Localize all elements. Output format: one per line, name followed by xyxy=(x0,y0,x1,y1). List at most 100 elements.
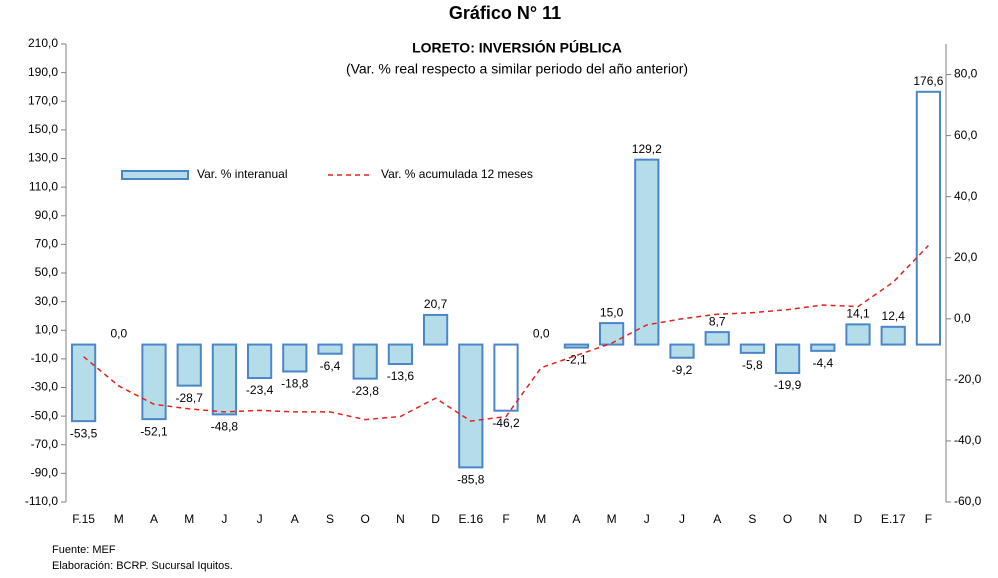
bar xyxy=(246,343,273,380)
bar xyxy=(176,343,202,387)
chart-title: Gráfico N° 11 xyxy=(449,3,561,23)
legend-label: Var. % interanual xyxy=(197,167,288,181)
bar xyxy=(493,343,519,412)
x-tick-label: O xyxy=(783,512,792,526)
x-tick-label: M xyxy=(536,512,546,526)
bar xyxy=(141,343,167,421)
x-tick-label: F.15 xyxy=(72,512,95,526)
bar xyxy=(70,343,97,423)
x-tick-label: S xyxy=(326,512,334,526)
x-tick-label: E.16 xyxy=(458,512,483,526)
y-tick-label: 30,0 xyxy=(35,294,59,308)
data-label: -5,8 xyxy=(742,358,763,372)
x-tick-label: M xyxy=(114,512,124,526)
bar xyxy=(387,343,414,366)
x-tick-label: A xyxy=(291,512,299,526)
bar xyxy=(458,343,484,469)
bar xyxy=(563,343,590,349)
x-tick-label: N xyxy=(396,512,405,526)
x-tick-label: F xyxy=(925,512,932,526)
data-label: -6,4 xyxy=(320,359,341,373)
y2-tick-label: -60,0 xyxy=(954,494,982,508)
y-tick-label: 10,0 xyxy=(35,322,59,336)
chart-subtitle: LORETO: INVERSIÓN PÚBLICA xyxy=(412,39,622,56)
y-tick-label: 210,0 xyxy=(28,36,58,50)
data-label: -23,4 xyxy=(246,383,274,397)
bar xyxy=(810,343,836,352)
legend-swatch xyxy=(121,170,189,180)
data-label: 15,0 xyxy=(600,305,624,319)
x-tick-label: J xyxy=(257,512,263,526)
x-tick-label: M xyxy=(607,512,617,526)
data-label: -46,2 xyxy=(492,416,520,430)
bar xyxy=(317,343,343,355)
x-tick-label: J xyxy=(644,512,650,526)
y-tick-label: -30,0 xyxy=(31,380,59,394)
data-label: -52,1 xyxy=(140,424,168,438)
y-tick-label: 90,0 xyxy=(35,208,59,222)
y-tick-label: -50,0 xyxy=(31,408,59,422)
data-label: 20,7 xyxy=(424,297,448,311)
x-tick-label: O xyxy=(361,512,370,526)
y-tick-label: 50,0 xyxy=(35,265,59,279)
source-note: Fuente: MEF xyxy=(52,544,116,556)
x-tick-label: E.17 xyxy=(881,512,906,526)
bar xyxy=(598,322,625,346)
data-label: -4,4 xyxy=(812,356,833,370)
y2-tick-label: 0,0 xyxy=(954,311,971,325)
data-label: -18,8 xyxy=(281,377,309,391)
data-label: -2,1 xyxy=(566,353,587,367)
x-tick-label: F xyxy=(502,512,509,526)
x-tick-label: J xyxy=(679,512,685,526)
y2-tick-label: -40,0 xyxy=(954,433,982,447)
data-label: -13,6 xyxy=(387,369,415,383)
y-tick-label: -110,0 xyxy=(25,494,58,508)
y2-tick-label: 20,0 xyxy=(954,250,978,264)
bar xyxy=(422,313,449,346)
data-label: -48,8 xyxy=(211,420,239,434)
bar xyxy=(915,90,942,346)
data-label: -28,7 xyxy=(176,391,204,405)
y2-tick-label: 40,0 xyxy=(954,189,978,203)
bar xyxy=(669,343,695,359)
x-tick-label: D xyxy=(854,512,863,526)
x-tick-label: J xyxy=(221,512,227,526)
x-tick-label: A xyxy=(713,512,721,526)
data-label: 0,0 xyxy=(110,327,127,341)
y-tick-label: 70,0 xyxy=(35,237,59,251)
data-label: 12,4 xyxy=(882,309,906,323)
bar xyxy=(845,323,871,346)
y-tick-label: 150,0 xyxy=(28,122,58,136)
data-label: 176,6 xyxy=(913,74,943,88)
bar xyxy=(352,343,378,380)
data-label: 0,0 xyxy=(533,327,550,341)
data-label: -9,2 xyxy=(672,363,693,377)
y2-tick-label: 60,0 xyxy=(954,128,978,142)
credit-note: Elaboración: BCRP. Sucursal Iquitos. xyxy=(52,560,233,572)
x-tick-label: S xyxy=(748,512,756,526)
bar xyxy=(739,343,766,354)
y-tick-label: -90,0 xyxy=(31,466,59,480)
x-tick-label: N xyxy=(818,512,827,526)
y-tick-label: 110,0 xyxy=(29,179,58,193)
bar xyxy=(634,158,660,346)
bar xyxy=(282,343,308,373)
legend-label: Var. % acumulada 12 meses xyxy=(381,167,533,181)
data-label: -85,8 xyxy=(457,473,485,487)
y-tick-label: -10,0 xyxy=(31,351,59,365)
x-tick-label: A xyxy=(572,512,580,526)
y-tick-label: 170,0 xyxy=(28,93,58,107)
chart-subtitle: (Var. % real respecto a similar periodo … xyxy=(346,61,688,77)
y2-tick-label: 80,0 xyxy=(954,67,978,81)
data-label: -23,8 xyxy=(352,384,380,398)
data-label: -53,5 xyxy=(70,426,98,440)
data-label: 14,1 xyxy=(846,307,870,321)
line xyxy=(83,245,929,422)
data-label: -19,9 xyxy=(774,378,802,392)
bar xyxy=(704,331,730,346)
y-tick-label: 130,0 xyxy=(28,151,58,165)
bar xyxy=(211,343,238,416)
y-tick-label: -70,0 xyxy=(31,437,59,451)
x-tick-label: D xyxy=(431,512,440,526)
